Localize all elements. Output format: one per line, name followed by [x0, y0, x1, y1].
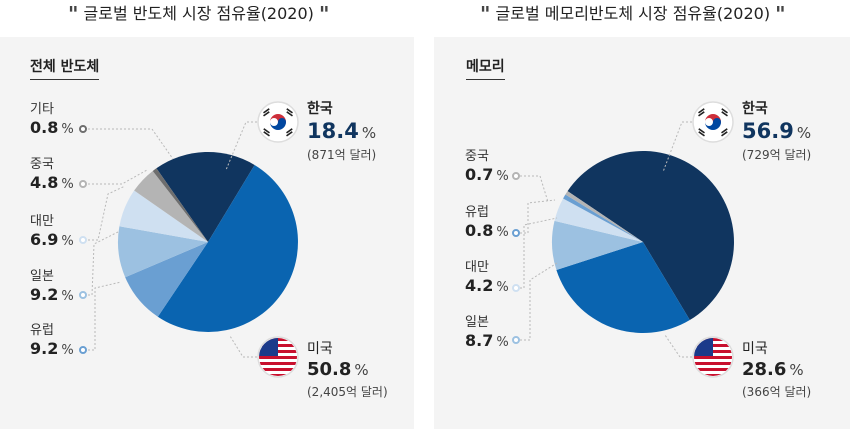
label-memory-korea: 한국 56.9% (729억 달러) — [742, 101, 812, 162]
label-memory-europe: 유럽 0.8% — [465, 205, 509, 240]
korea-flag-icon — [257, 101, 299, 143]
label-japan: 일본 9.2% — [30, 269, 74, 304]
label-korea: 한국 18.4% (871억 달러) — [307, 101, 377, 162]
label-europe: 유럽 9.2% — [30, 323, 74, 358]
leader-dots — [79, 125, 520, 354]
semiconductor-slice-other — [152, 168, 208, 242]
semiconductor-slice-taiwan — [119, 190, 208, 242]
right-chart-title: " 글로벌 메모리반도체 시장 점유율(2020) " — [480, 2, 786, 26]
memory-slice-usa — [556, 242, 690, 334]
label-taiwan: 대만 6.9% — [30, 214, 74, 249]
pie-right — [551, 151, 734, 334]
semiconductor-slice-japan — [117, 226, 208, 278]
pie-left — [117, 152, 298, 332]
usa-flag-icon — [257, 336, 299, 378]
korea-flag-icon — [692, 101, 734, 143]
memory-slice-korea — [567, 151, 734, 321]
usa-flag-icon — [692, 336, 734, 378]
left-chart-title: " 글로벌 반도체 시장 점유율(2020) " — [68, 2, 330, 26]
label-memory-taiwan: 대만 4.2% — [465, 260, 509, 295]
label-other: 기타 0.8% — [30, 102, 74, 137]
right-panel-title: 메모리 — [466, 56, 505, 80]
semiconductor-slice-usa — [157, 165, 298, 332]
label-memory-japan: 일본 8.7% — [465, 315, 509, 350]
memory-slice-china — [565, 191, 643, 242]
semiconductor-slice-europe — [125, 242, 208, 317]
memory-slice-taiwan — [554, 198, 643, 242]
label-memory-usa: 미국 28.6% (366억 달러) — [742, 341, 812, 399]
label-memory-china: 중국 0.7% — [465, 149, 509, 184]
memory-slice-europe — [563, 194, 643, 242]
memory-slice-japan — [551, 220, 643, 270]
semiconductor-slice-korea — [156, 152, 255, 242]
label-china: 중국 4.8% — [30, 157, 74, 192]
leader-lines — [88, 121, 692, 358]
semiconductor-slice-china — [134, 170, 208, 242]
left-panel-title: 전체 반도체 — [30, 56, 100, 80]
label-usa: 미국 50.8% (2,405억 달러) — [307, 341, 388, 399]
